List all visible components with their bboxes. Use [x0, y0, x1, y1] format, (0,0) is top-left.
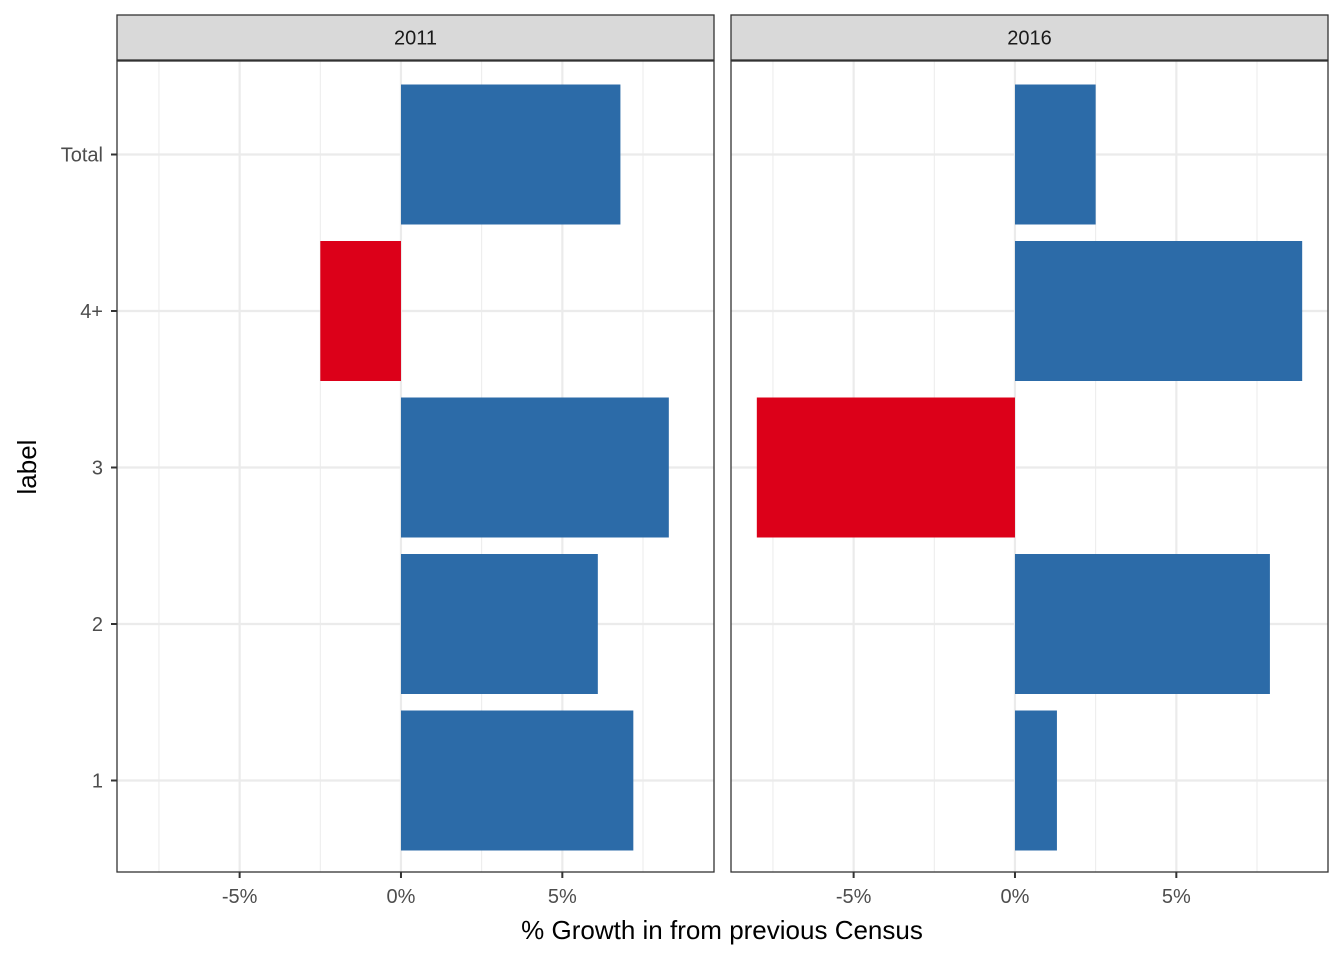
bar-0-4plus — [320, 241, 401, 381]
bar-1-total — [1014, 84, 1096, 225]
bar-0-3 — [400, 397, 669, 538]
y-tick-label: 2 — [92, 614, 103, 636]
x-tick-label: -5% — [222, 886, 258, 908]
bar-0-1 — [400, 710, 634, 851]
y-tick-label: 4+ — [80, 301, 103, 323]
y-tick-label: 3 — [92, 458, 103, 480]
x-tick-label: 0% — [387, 886, 416, 908]
facet-strip — [730, 14, 1329, 61]
bar-1-4plus — [1014, 241, 1303, 381]
bar-0-total — [400, 84, 621, 225]
bar-1-3 — [756, 397, 1015, 538]
bar-1-1 — [1014, 710, 1057, 851]
facet-strip-label: 2011 — [394, 28, 437, 50]
facet-strip — [116, 14, 715, 61]
y-tick-label: 1 — [92, 771, 103, 793]
y-axis-title: label — [12, 440, 42, 495]
x-tick-label: -5% — [836, 886, 872, 908]
x-tick-label: 5% — [1162, 886, 1191, 908]
facet-strip-label: 2016 — [1007, 28, 1052, 50]
bar-1-2 — [1014, 554, 1270, 694]
panel-border — [730, 60, 1329, 873]
x-tick-label: 0% — [1001, 886, 1030, 908]
bar-0-2 — [400, 554, 598, 694]
y-tick-label: Total — [61, 145, 103, 167]
x-axis-title: % Growth in from previous Census — [521, 915, 923, 945]
x-tick-label: 5% — [548, 886, 577, 908]
